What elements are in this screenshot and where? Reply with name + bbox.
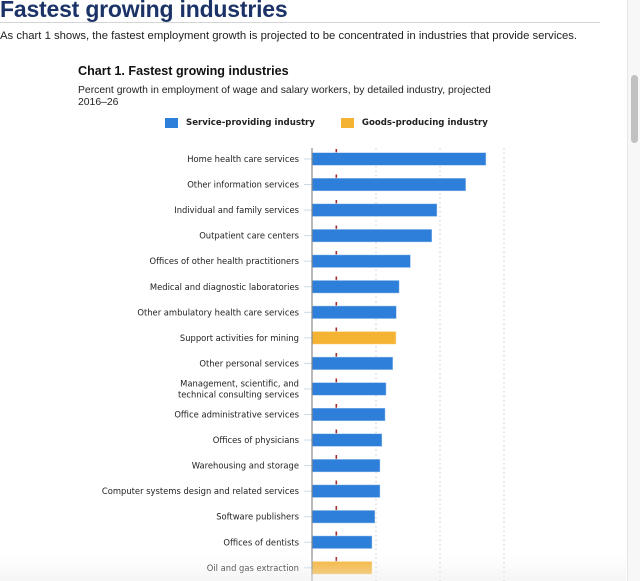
bar (311, 356, 394, 371)
category-label: Support activities for mining (180, 333, 299, 343)
bar (311, 484, 381, 499)
bar (311, 509, 376, 524)
bar (311, 433, 383, 448)
category-label: Medical and diagnostic laboratories (150, 282, 299, 292)
bar (311, 228, 433, 243)
category-label: Outpatient care centers (199, 231, 299, 241)
scrollbar-thumb[interactable] (631, 75, 638, 143)
intro-paragraph: As chart 1 shows, the fastest employment… (0, 30, 578, 42)
chart-title: Chart 1. Fastest growing industries (78, 64, 289, 78)
category-label: Offices of other health practitioners (150, 256, 299, 266)
chart-legend: Service-providing industry Goods-produci… (165, 118, 514, 128)
vertical-scrollbar[interactable] (627, 0, 640, 581)
bar (311, 254, 412, 269)
bar-chart: Home health care services Other informati… (102, 148, 505, 581)
category-label: Software publishers (216, 512, 299, 522)
category-label: Other ambulatory health care services (137, 307, 299, 317)
bar (311, 279, 400, 294)
category-label: Computer systems design and related serv… (102, 486, 299, 496)
legend-label-goods: Goods-producing industry (361, 118, 488, 128)
page-title: Fastest growing industries (0, 0, 288, 22)
category-label: Offices of physicians (213, 435, 299, 445)
bar (311, 152, 487, 166)
category-label: Other information services (187, 180, 299, 190)
title-divider (0, 22, 600, 23)
bar (311, 203, 438, 218)
category-label: Oil and gas extraction (207, 563, 299, 573)
legend-swatch-service (165, 118, 178, 128)
category-label: technical consulting services (178, 389, 299, 399)
chart-subtitle: Percent growth in employment of wage and… (78, 85, 491, 108)
category-label: Office administrative services (174, 410, 299, 420)
category-label: Home health care services (187, 154, 299, 164)
bar (311, 330, 397, 345)
legend-swatch-goods (340, 118, 354, 128)
bar (311, 458, 381, 473)
legend-item-goods: Goods-producing industry (340, 118, 488, 128)
category-label: Management, scientific, and (180, 378, 299, 388)
category-label: Warehousing and storage (192, 461, 299, 471)
category-label: Individual and family services (174, 205, 299, 215)
bar (311, 177, 467, 192)
bar (311, 407, 386, 422)
category-label: Other personal services (199, 358, 299, 368)
bar (311, 381, 387, 396)
category-label: Offices of dentists (223, 537, 299, 547)
legend-item-service: Service-providing industry (165, 118, 315, 128)
bar (311, 305, 397, 320)
bar (311, 535, 373, 550)
bar (311, 560, 373, 575)
legend-label-service: Service-providing industry (186, 118, 315, 128)
